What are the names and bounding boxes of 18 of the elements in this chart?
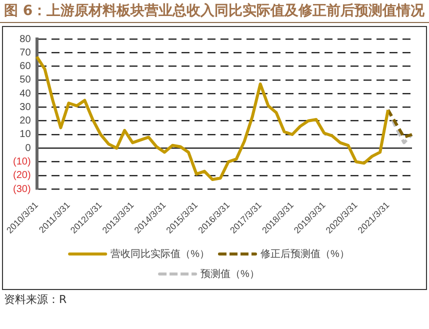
- legend-label: 营收同比实际值（%）: [110, 248, 210, 260]
- y-tick-label: 40: [20, 88, 32, 100]
- y-tick-label: (10): [12, 156, 31, 168]
- y-tick-label: 10: [20, 129, 32, 140]
- y-tick-label: 70: [20, 47, 32, 58]
- y-tick-label: (20): [12, 170, 31, 182]
- line-series: [386, 108, 414, 139]
- y-tick-label: 60: [20, 61, 32, 72]
- legend-label: 预测值（%）: [200, 268, 260, 280]
- y-tick-label: 80: [20, 34, 32, 45]
- chart-title: 图 6：上游原材料板块营业总收入同比实际值及修正前后预测值情况: [0, 0, 429, 23]
- y-tick-label: 20: [20, 116, 32, 127]
- y-tick-label: (30): [12, 184, 31, 195]
- legend-label: 修正后预测值（%）: [260, 248, 350, 260]
- text: 资料来源：R: [3, 292, 68, 308]
- y-tick-label: 30: [20, 102, 32, 113]
- y-tick-label: 50: [20, 74, 32, 86]
- y-tick-label: 0: [25, 142, 32, 154]
